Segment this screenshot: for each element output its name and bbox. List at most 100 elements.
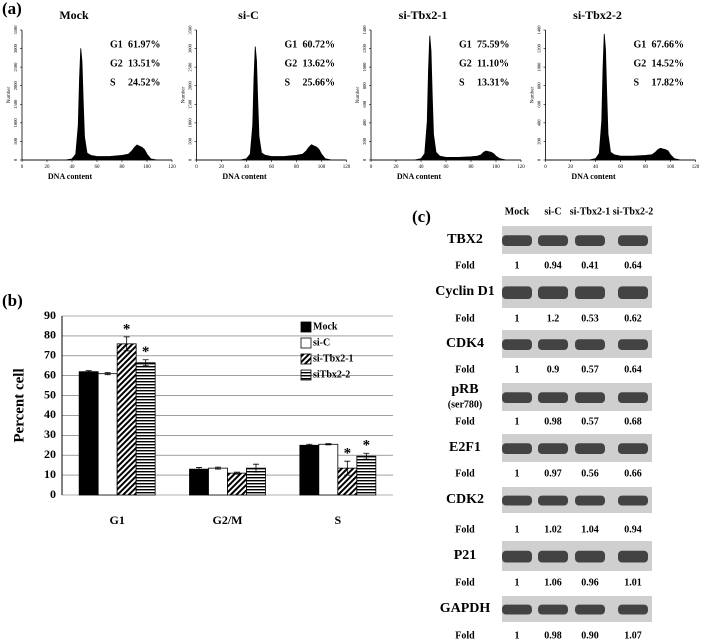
- protein-label: TBX2: [447, 232, 483, 247]
- y-tick-label: 1200: [362, 43, 367, 53]
- fold-label: Fold: [455, 260, 475, 271]
- y-tick-label: 90: [44, 308, 56, 322]
- fold-value: 0.64: [624, 260, 642, 271]
- stat-value: 24.52%: [128, 77, 161, 88]
- x-tick-label: 0: [21, 165, 24, 170]
- blot-band: [575, 286, 605, 299]
- column-header: si-Tbx2-2: [613, 206, 654, 217]
- y-tick-label: 0: [537, 158, 542, 161]
- panel-label: (a): [2, 0, 22, 18]
- blot-band: [575, 604, 605, 615]
- fold-value: 0.56: [581, 468, 599, 479]
- y-tick-label: 0: [362, 158, 367, 161]
- y-tick-label: 2000: [188, 80, 193, 90]
- y-tick-label: 80: [44, 328, 56, 342]
- x-tick-label: G1: [109, 513, 124, 527]
- legend-swatch: [300, 321, 312, 333]
- significance: *: [344, 446, 352, 462]
- blot-band: [618, 339, 648, 350]
- stat-value: 25.66%: [303, 77, 336, 88]
- x-tick-label: 120: [343, 165, 351, 170]
- histogram-area: [22, 48, 172, 161]
- stat-value: 14.52%: [652, 58, 685, 69]
- fold-value: 0.68: [624, 416, 642, 427]
- y-tick-label: 500: [13, 137, 18, 145]
- blot-band: [538, 339, 568, 350]
- chart-title: si-C: [238, 8, 259, 22]
- y-tick-label: 0: [50, 487, 56, 501]
- stat-value: 61.97%: [128, 39, 161, 50]
- y-tick-label: 400: [537, 119, 542, 127]
- fold-label: Fold: [455, 468, 475, 479]
- legend-label: siTbx2-2: [313, 369, 350, 380]
- fold-value: 1.2: [547, 313, 560, 324]
- error-bar: [142, 359, 149, 367]
- significance: *: [363, 438, 371, 454]
- fold-value: 1: [515, 468, 520, 479]
- significance: *: [142, 344, 150, 360]
- y-tick-label: 2500: [188, 62, 193, 72]
- legend-swatch: [300, 337, 312, 349]
- bar: [97, 373, 118, 496]
- blot-band: [618, 235, 648, 246]
- y-tick-label: 1000: [188, 118, 193, 128]
- histogram-area: [196, 46, 347, 161]
- error-bar: [325, 443, 332, 446]
- bar: [116, 343, 137, 496]
- x-tick-label: G2/M: [213, 513, 243, 527]
- y-axis-label: Number: [182, 86, 187, 103]
- fold-value: 0.94: [624, 524, 642, 535]
- fold-value: 1.06: [544, 577, 562, 588]
- legend-swatch: [300, 369, 312, 381]
- y-tick-label: 20: [44, 447, 56, 461]
- bar: [78, 371, 99, 496]
- chart-title: Mock: [59, 8, 89, 22]
- blot-band: [538, 604, 568, 615]
- y-tick-label: 1000: [13, 118, 18, 128]
- panel-label: (b): [2, 291, 23, 310]
- fold-value: 0.98: [544, 416, 562, 427]
- x-tick-label: 100: [318, 165, 326, 170]
- y-tick-label: 30: [44, 427, 56, 441]
- y-tick-label: 400: [362, 119, 367, 127]
- y-tick-label: 1000: [537, 62, 542, 72]
- bar: [208, 467, 228, 496]
- bar: [299, 444, 320, 496]
- protein-label: Cyclin D1: [435, 284, 495, 299]
- protein-sublabel: (ser780): [448, 399, 482, 410]
- chart-title: si-Tbx2-2: [573, 8, 622, 22]
- y-tick-label: 3000: [13, 43, 18, 53]
- blot-band: [618, 392, 648, 403]
- stat-label: G1: [634, 39, 647, 50]
- error-bar: [234, 471, 240, 475]
- x-tick-label: 40: [419, 165, 425, 170]
- stat-value: 13.31%: [477, 77, 510, 88]
- x-tick-label: 80: [469, 165, 475, 170]
- fold-value: 0.98: [544, 630, 562, 640]
- y-tick-label: 1400: [537, 25, 542, 35]
- blot-band: [502, 604, 532, 615]
- blot-band: [538, 235, 568, 246]
- significance: *: [123, 321, 131, 337]
- fold-value: 0.53: [581, 313, 599, 324]
- stat-label: G1: [285, 39, 298, 50]
- blot-band: [618, 550, 648, 563]
- blot-band: [502, 443, 532, 454]
- blot-band: [502, 550, 532, 563]
- stat-value: 75.59%: [477, 39, 510, 50]
- x-tick-label: 40: [593, 165, 599, 170]
- fold-value: 0.57: [581, 364, 599, 375]
- fold-value: 1.04: [581, 524, 599, 535]
- stat-label: S: [285, 77, 291, 88]
- fold-value: 0.90: [581, 630, 599, 640]
- x-tick-label: 20: [394, 165, 400, 170]
- x-tick-label: 80: [120, 165, 126, 170]
- protein-label: GAPDH: [440, 601, 491, 616]
- blot-band: [538, 286, 568, 299]
- y-axis-label: Percent cell: [11, 368, 27, 442]
- blot-band: [575, 392, 605, 403]
- x-tick-label: 120: [517, 165, 525, 170]
- fold-label: Fold: [455, 630, 475, 640]
- x-tick-label: 40: [244, 165, 250, 170]
- y-tick-label: 3500: [188, 25, 193, 35]
